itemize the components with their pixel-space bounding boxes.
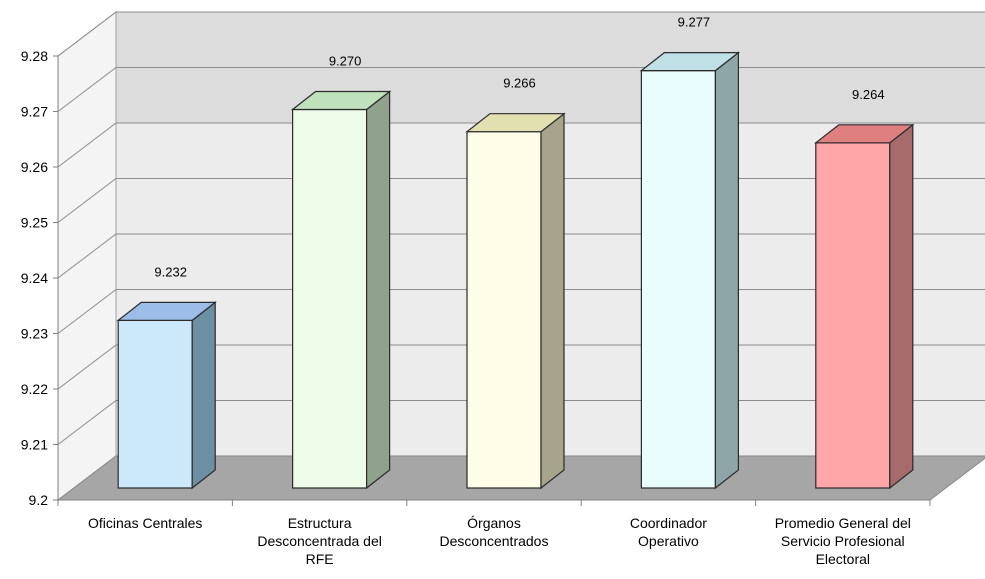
x-tick-label-line: Promedio General del (775, 515, 911, 531)
bar-front (117, 319, 193, 489)
bar-side (540, 112, 565, 490)
x-tick-label-line: Estructura (288, 515, 352, 531)
y-tick-label: 9.25 (21, 215, 48, 231)
y-tick-label: 9.24 (21, 270, 48, 286)
bar-top (465, 113, 566, 133)
x-tick-label-line: Servicio Profesional (781, 533, 905, 549)
x-tick-label-line: Desconcentrada del (257, 533, 382, 549)
y-tick-label: 9.2 (29, 492, 49, 508)
y-tick-label: 9.26 (21, 159, 48, 175)
data-label: 9.270 (329, 54, 362, 69)
x-tick-label-line: Operativo (638, 533, 699, 549)
data-label: 9.266 (503, 76, 536, 91)
x-tick-label-line: Órganos (467, 515, 521, 531)
bar-front (815, 142, 891, 489)
x-tick-label: Estructura Desconcentrada del RFE (257, 515, 382, 567)
data-label: 9.232 (154, 264, 187, 279)
x-tick-label: Promedio General del Servicio Profesional… (775, 515, 911, 567)
bar-top (116, 301, 217, 321)
bar (814, 123, 915, 490)
x-tick-label: Órganos Desconcentrados (440, 515, 549, 549)
bar-side (366, 90, 391, 490)
bar-top (290, 90, 392, 111)
x-tick-label: Oficinas Centrales (88, 515, 202, 531)
x-tick-label: Coordinador Operativo (630, 515, 707, 549)
y-tick-label: 9.28 (21, 48, 48, 64)
x-tick-label-line: Electoral (816, 551, 870, 567)
y-axis: 9.2 9.21 9.22 9.23 9.24 9.25 9.26 9.27 9.28 (21, 48, 59, 508)
bars (116, 51, 915, 490)
data-labels: 9.232 9.270 9.266 9.277 9.264 (154, 15, 884, 280)
x-tick-label-line: RFE (306, 551, 334, 567)
bar-side (889, 123, 914, 490)
bar-front (466, 131, 542, 489)
data-label: 9.277 (678, 15, 711, 30)
x-tick-label-line: Coordinador (630, 515, 707, 531)
bar-side (191, 301, 216, 490)
y-tick-label: 9.23 (21, 326, 48, 342)
y-tick-label: 9.21 (21, 437, 48, 453)
bar-front (640, 70, 717, 489)
bar (116, 301, 217, 490)
x-axis: Oficinas Centrales Estructura Desconcentra… (57, 499, 931, 567)
bar (639, 51, 741, 490)
y-tick-label: 9.22 (21, 381, 48, 397)
gridline (57, 11, 985, 57)
bar-front (292, 108, 368, 489)
bar-top (639, 52, 741, 72)
x-tick-label-line: Desconcentrados (440, 533, 549, 549)
x-tick-label-line: Oficinas Centrales (88, 515, 202, 531)
bar-top (814, 124, 915, 144)
data-label: 9.264 (852, 87, 885, 102)
bar (290, 90, 392, 490)
bar-side (714, 51, 740, 490)
bar (465, 112, 566, 490)
y-tick-label: 9.27 (21, 104, 48, 120)
